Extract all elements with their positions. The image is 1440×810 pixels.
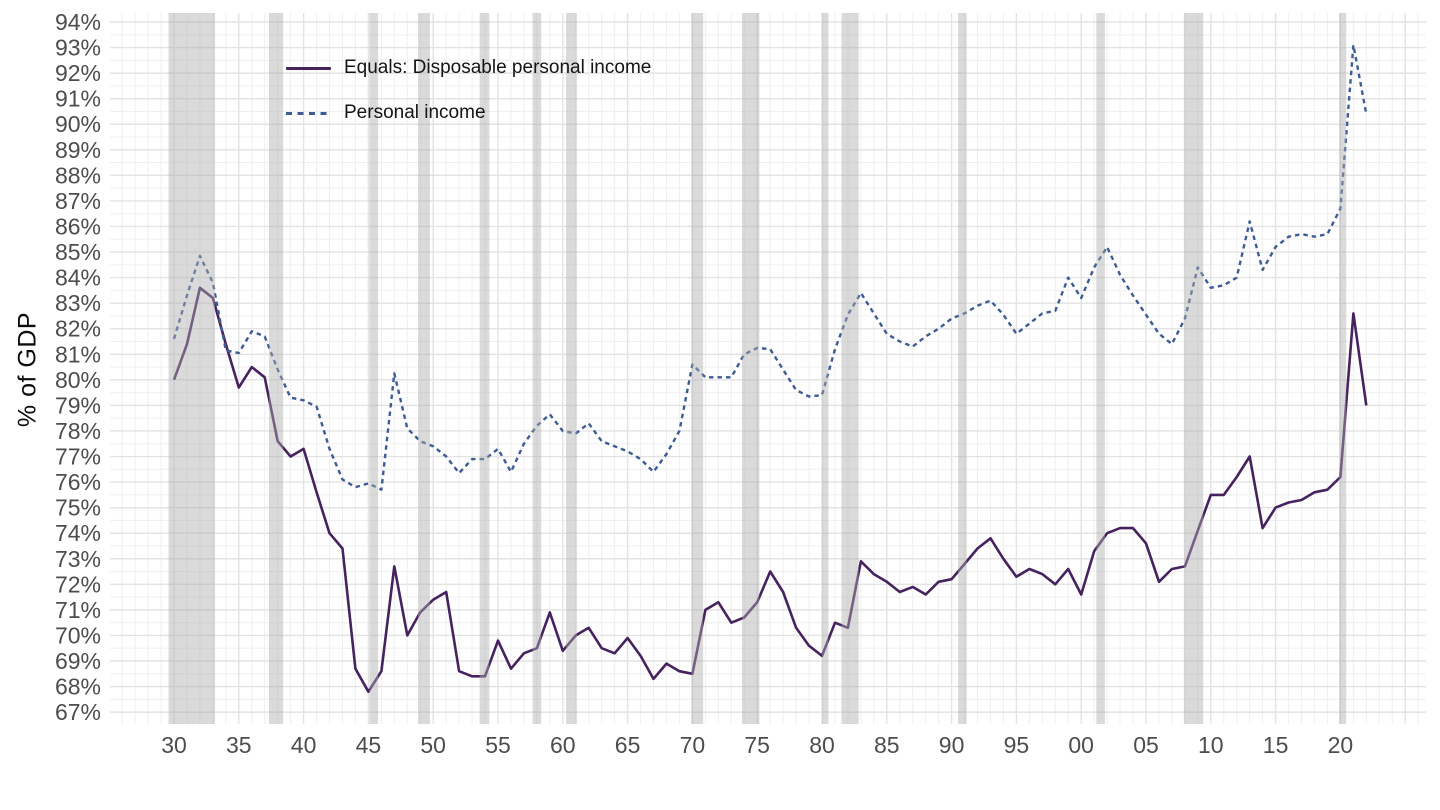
personal-income-line xyxy=(172,43,1368,491)
recession-band xyxy=(418,13,430,724)
legend-label-personal-income: Personal income xyxy=(344,102,486,123)
y-tick-label-77: 77% xyxy=(55,444,101,470)
x-tick-label-65: 65 xyxy=(615,732,641,758)
recession-band xyxy=(268,13,284,724)
y-tick-label-81: 81% xyxy=(55,341,101,367)
series-lines xyxy=(172,43,1368,694)
recession-band xyxy=(168,13,216,724)
recession-band xyxy=(1096,13,1105,724)
y-tick-label-69: 69% xyxy=(55,648,101,674)
legend-label-disposable-personal-income: Equals: Disposable personal income xyxy=(344,57,652,78)
legend: Equals: Disposable personal income Perso… xyxy=(286,54,651,127)
legend-item-disposable-personal-income: Equals: Disposable personal income xyxy=(286,54,651,82)
y-tick-label-88: 88% xyxy=(55,162,101,188)
y-tick-label-87: 87% xyxy=(55,188,101,214)
y-tick-label-79: 79% xyxy=(55,392,101,418)
y-tick-label-94: 94% xyxy=(55,9,101,35)
x-tick-label-00: 00 xyxy=(1068,732,1094,758)
y-tick-label-85: 85% xyxy=(55,239,101,265)
x-tick-label-95: 95 xyxy=(1004,732,1030,758)
x-tick-label-60: 60 xyxy=(550,732,576,758)
recession-band xyxy=(958,13,967,724)
y-tick-label-78: 78% xyxy=(55,418,101,444)
y-tick-label-73: 73% xyxy=(55,546,101,572)
x-tick-label-35: 35 xyxy=(226,732,252,758)
y-tick-label-67: 67% xyxy=(55,699,101,725)
recession-bands xyxy=(168,13,1347,724)
y-tick-label-80: 80% xyxy=(55,367,101,393)
y-tick-label-71: 71% xyxy=(55,597,101,623)
x-tick-label-10: 10 xyxy=(1198,732,1224,758)
y-tick-label-92: 92% xyxy=(55,60,101,86)
x-axis-tick-labels: 30 35 40 45 50 55 60 65 70 75 80 85 90 95 00 05 10 15 20 xyxy=(161,732,1353,758)
recession-band xyxy=(532,13,542,724)
y-tick-label-70: 70% xyxy=(55,622,101,648)
y-tick-label-76: 76% xyxy=(55,469,101,495)
x-tick-label-55: 55 xyxy=(485,732,511,758)
y-tick-label-83: 83% xyxy=(55,290,101,316)
recession-band xyxy=(479,13,490,724)
recession-band xyxy=(841,13,859,724)
recession-band xyxy=(369,13,379,724)
gridlines-major xyxy=(110,13,1426,724)
recession-band xyxy=(566,13,577,724)
x-tick-label-75: 75 xyxy=(744,732,770,758)
y-tick-label-74: 74% xyxy=(55,520,101,546)
x-tick-label-05: 05 xyxy=(1133,732,1159,758)
legend-solid-line-swatch-icon xyxy=(286,66,331,70)
y-tick-label-84: 84% xyxy=(55,265,101,291)
x-tick-label-50: 50 xyxy=(420,732,446,758)
recession-band xyxy=(822,13,829,724)
x-tick-label-85: 85 xyxy=(874,732,900,758)
x-tick-label-40: 40 xyxy=(291,732,317,758)
y-axis-title: % of GDP xyxy=(13,311,42,428)
recession-band xyxy=(1183,13,1204,724)
x-tick-label-80: 80 xyxy=(809,732,835,758)
legend-item-personal-income: Personal income xyxy=(286,99,651,127)
x-tick-label-20: 20 xyxy=(1328,732,1354,758)
x-tick-label-90: 90 xyxy=(939,732,965,758)
y-tick-label-82: 82% xyxy=(55,316,101,342)
legend-dashed-line-swatch-icon xyxy=(286,111,331,115)
x-tick-label-45: 45 xyxy=(356,732,382,758)
y-axis-tick-labels: 67%68%69%70%71%72%73%74%75%76%77%78%79%8… xyxy=(55,9,101,725)
recession-band xyxy=(691,13,704,724)
y-tick-label-90: 90% xyxy=(55,111,101,137)
y-tick-label-72: 72% xyxy=(55,571,101,597)
x-tick-label-15: 15 xyxy=(1263,732,1289,758)
y-tick-label-93: 93% xyxy=(55,35,101,61)
y-tick-label-91: 91% xyxy=(55,86,101,112)
y-tick-label-68: 68% xyxy=(55,674,101,700)
x-tick-label-70: 70 xyxy=(680,732,706,758)
x-tick-label-30: 30 xyxy=(161,732,187,758)
disposable-personal-income-line xyxy=(172,286,1368,694)
gridlines-minor xyxy=(110,13,1426,724)
y-tick-label-86: 86% xyxy=(55,213,101,239)
recession-band xyxy=(1339,13,1347,724)
y-tick-label-89: 89% xyxy=(55,137,101,163)
y-tick-label-75: 75% xyxy=(55,495,101,521)
recession-band xyxy=(742,13,760,724)
